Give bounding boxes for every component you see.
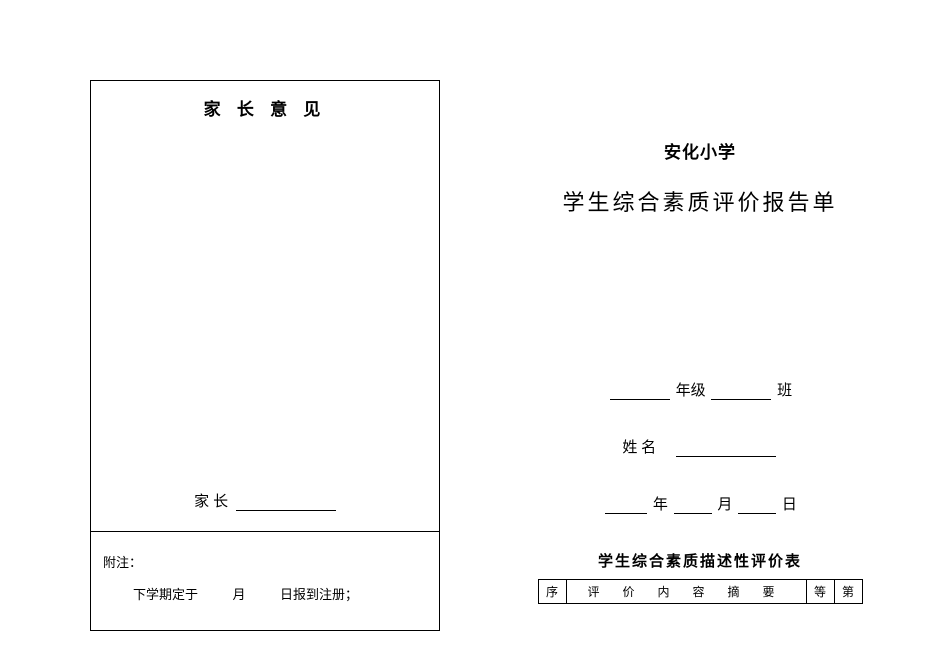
col-seq-header: 序 [538,580,566,604]
eval-table: 序 评 价 内 容 摘 要 等 第 [538,579,863,604]
eval-table-title: 学生综合素质描述性评价表 [500,550,900,571]
date-line: 年 月 日 [500,493,900,514]
col-content-header: 评 价 内 容 摘 要 [566,580,806,604]
class-blank [711,399,771,400]
grade-class-line: 年级 班 [500,379,900,400]
day-label: 日 [782,497,797,513]
note-content: 下学期定于 月 日报到注册； [103,576,427,608]
report-cover-panel: 安化小学 学生综合素质评价报告单 年级 班 姓 名 年 月 日 学生综合素质描述… [500,80,900,604]
opinion-box: 家 长 意 见 家长 [90,80,440,532]
signature-label: 家长 [194,494,232,510]
report-title: 学生综合素质评价报告单 [500,185,900,217]
note-prefix: 下学期定于 [133,587,198,602]
note-day-suffix: 日报到注册； [280,587,358,602]
class-label: 班 [777,383,792,399]
parent-opinion-panel: 家 长 意 见 家长 附注： 下学期定于 月 日报到注册； [90,80,440,631]
day-blank [738,513,776,514]
col-grade-header: 等 [806,580,834,604]
grade-blank [610,399,670,400]
year-label: 年 [653,497,668,513]
grade-label: 年级 [676,383,706,399]
note-month: 月 [233,587,246,602]
month-blank [674,513,712,514]
student-info-block: 年级 班 姓 名 年 月 日 [500,379,900,514]
eval-table-header-row: 序 评 价 内 容 摘 要 等 第 [538,580,862,604]
col-rank-header: 第 [834,580,862,604]
name-line: 姓 名 [500,436,900,457]
note-box: 附注： 下学期定于 月 日报到注册； [90,532,440,631]
signature-blank [236,510,336,511]
parent-signature-line: 家长 [91,490,439,511]
school-name: 安化小学 [500,138,900,163]
name-label: 姓 名 [622,440,656,456]
year-blank [605,513,647,514]
opinion-title: 家 长 意 见 [91,81,439,120]
note-label: 附注： [103,550,427,576]
name-blank [676,456,776,457]
month-label: 月 [717,497,732,513]
